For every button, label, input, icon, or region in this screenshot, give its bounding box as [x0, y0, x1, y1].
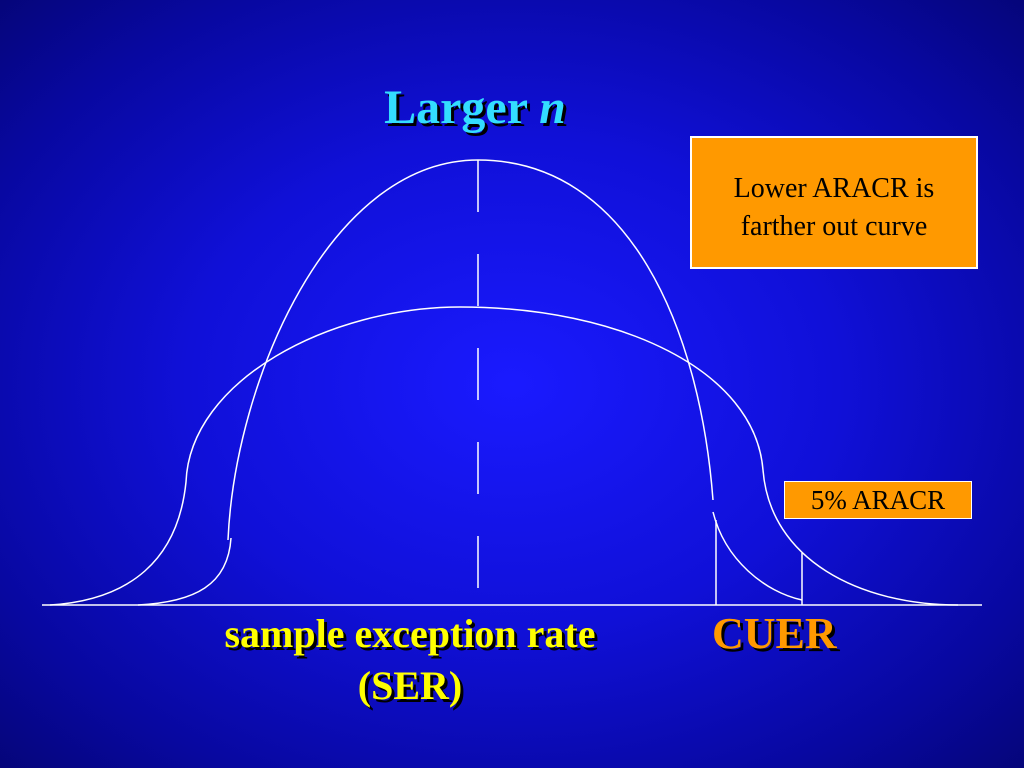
narrow-curve [137, 159, 714, 606]
aracr-label: 5% ARACR [784, 481, 972, 519]
callout-line: Lower ARACR is [733, 173, 935, 204]
cuer-label: CUER [712, 609, 837, 658]
x-label-line: (SER) [357, 663, 463, 708]
callout-box: Lower ARACR is farther out curve [690, 136, 978, 269]
x-label: sample exception rate (SER) [160, 608, 660, 712]
title-text: Larger [384, 81, 528, 134]
narrow-tail [712, 511, 803, 601]
wide-curve [49, 306, 959, 606]
title: Larger n [0, 80, 950, 135]
x-label-line: sample exception rate [224, 611, 596, 656]
title-variable: n [539, 81, 566, 134]
callout-line: farther out curve [740, 211, 928, 242]
